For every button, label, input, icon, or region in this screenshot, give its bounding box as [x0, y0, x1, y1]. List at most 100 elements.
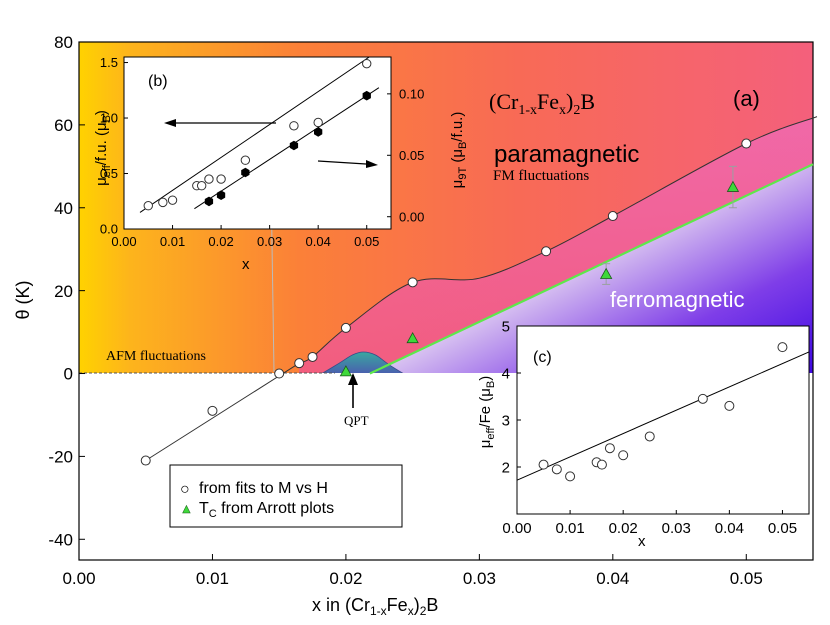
data-points-a — [140, 138, 752, 466]
data-point-fits — [307, 351, 318, 362]
data-point-fits — [340, 322, 351, 333]
y-axis-label: θ (K) — [13, 280, 33, 319]
data-point-fits — [140, 455, 151, 466]
y-axis-a-tick-label: 0 — [64, 365, 73, 384]
x-axis-c-tick-label: 0.00 — [502, 520, 531, 537]
y-axis-b-left-tick-label: 1.0 — [100, 111, 118, 126]
y-axis-a-tick-label: 60 — [54, 116, 73, 135]
plot-frame-c — [516, 325, 810, 515]
data-point-mu-9t — [204, 196, 214, 207]
y-axis-a-tick-label: 20 — [54, 282, 73, 301]
data-point-mu-eff — [240, 155, 251, 165]
data-point-mu-eff-fe — [551, 464, 562, 475]
x-axis-a-tick-label: 0.00 — [62, 569, 95, 588]
legend-entry-fits: from fits to M vs H — [199, 480, 328, 497]
data-point-mu-eff-fe — [697, 393, 708, 404]
legend-entry-tc: TC from Arrott plots — [199, 500, 334, 520]
data-point-tc — [406, 331, 419, 344]
tick-labels-c: 0.00 0.01 0.02 0.03 0.04 0.05 2 3 4 5 — [502, 318, 797, 537]
x-axis-b-tick-label: 0.04 — [306, 234, 331, 249]
x-axis-c-tick-label: 0.05 — [768, 520, 797, 537]
x-axis-label-b: x — [242, 256, 250, 273]
fit-line-low — [145, 362, 300, 461]
x-axis-b-tick-label: 0.05 — [354, 234, 379, 249]
data-point-tc — [726, 180, 740, 192]
data-point-fits — [274, 368, 285, 379]
data-points-c — [538, 342, 788, 482]
x-axis-b-tick-label: 0.03 — [257, 234, 282, 249]
data-point-mu-eff — [204, 174, 214, 184]
legend-box — [169, 464, 403, 528]
y-axis-b-left-tick-label: 0.5 — [100, 166, 118, 181]
axis-ticks-a — [78, 41, 747, 560]
panel-b-label: (b) — [148, 73, 168, 90]
qpt-arrow — [348, 373, 358, 408]
y-axis-c-tick-label: 4 — [502, 365, 510, 382]
legend-symbol-triangle: ▲ — [180, 501, 193, 516]
fit-line-right-b — [194, 87, 380, 210]
x-axis-a-tick-label: 0.05 — [730, 569, 763, 588]
x-axis-b-tick-label: 0.02 — [208, 234, 233, 249]
data-point-mu-eff — [313, 117, 323, 128]
panel-a-label: (a) — [733, 86, 760, 111]
axis-ticks-c — [516, 325, 783, 514]
data-point-fits — [541, 246, 552, 257]
inset-panel-b: 0.00 0.01 0.02 0.03 0.04 0.05 0.0 0.5 1.0 1.5 0.00… — [93, 55, 469, 273]
data-point-fits — [407, 277, 418, 288]
arrow-left-axis — [164, 119, 276, 127]
tick-labels-b: 0.00 0.01 0.02 0.03 0.04 0.05 0.0 0.5 1.0 1.5 0.00… — [100, 55, 424, 249]
y-axis-a-tick-label: 80 — [54, 33, 73, 52]
data-point-mu-eff-fe — [644, 431, 655, 442]
data-point-tc — [599, 267, 613, 279]
fit-line-left-b — [139, 56, 370, 213]
y-axis-b-left-tick-label: 0.0 — [100, 222, 118, 237]
axis-ticks-b — [123, 62, 391, 230]
data-point-mu-eff-fe — [777, 342, 788, 353]
x-axis-c-tick-label: 0.01 — [555, 520, 584, 537]
y-axis-c-tick-label: 3 — [502, 412, 510, 429]
data-point-mu-eff-fe — [724, 400, 735, 411]
ferromagnetic-label: ferromagnetic — [610, 287, 745, 312]
y-axis-label-b-left: μeff/f.u. (μB) — [93, 110, 113, 186]
data-point-fits — [607, 211, 618, 222]
arrow-right-axis — [317, 160, 378, 168]
y-axis-label-b-right: μ9T (μB/f.u.) — [449, 112, 469, 189]
qpt-label: QPT — [344, 413, 369, 428]
data-point-mu-eff — [289, 121, 299, 131]
y-axis-a-tick-label: 40 — [54, 199, 73, 218]
x-axis-a-tick-label: 0.03 — [463, 569, 496, 588]
y-axis-a-tick-label: -40 — [48, 530, 73, 549]
fit-line-c — [516, 351, 810, 481]
data-point-mu-eff-fe — [604, 443, 615, 454]
data-point-mu-eff-fe — [538, 459, 549, 470]
x-axis-label: x in (Cr1-xFex)2B — [312, 595, 438, 618]
x-axis-a-tick-label: 0.04 — [596, 569, 629, 588]
fit-curve-high — [298, 116, 818, 364]
tc-line — [369, 163, 814, 375]
data-point-fits — [207, 405, 218, 416]
data-point-mu-eff-fe — [596, 459, 607, 470]
data-point-tc — [339, 365, 353, 377]
x-axis-b-tick-label: 0.01 — [160, 234, 185, 249]
y-axis-b-left-tick-label: 1.5 — [100, 55, 118, 70]
legend-symbol-circle: ○ — [180, 481, 190, 498]
data-point-mu-eff — [167, 195, 178, 205]
x-axis-b-tick-label: 0.00 — [111, 234, 136, 249]
y-axis-b-right-tick-label: 0.10 — [399, 87, 424, 102]
paramagnetic-label: paramagnetic — [494, 141, 639, 168]
data-point-fits — [741, 138, 752, 149]
data-point-mu-9t — [314, 127, 323, 137]
data-point-mu-9t — [216, 190, 226, 200]
y-axis-b-right-tick-label: 0.00 — [399, 209, 424, 224]
main-panel-a: 0.00 0.01 0.02 0.03 0.04 0.05-40-20020406080 … — [13, 33, 818, 618]
data-point-mu-eff — [196, 181, 207, 191]
y-axis-b-right-tick-label: 0.05 — [399, 148, 424, 163]
x-axis-a-tick-label: 0.02 — [329, 569, 362, 588]
plot-frame-a — [78, 41, 814, 561]
data-point-mu-9t — [289, 140, 299, 151]
x-axis-c-tick-label: 0.04 — [715, 520, 744, 537]
data-point-mu-eff — [216, 174, 226, 184]
afm-fluctuations-label: AFM fluctuations — [106, 349, 206, 364]
x-axis-c-tick-label: 0.03 — [662, 520, 691, 537]
